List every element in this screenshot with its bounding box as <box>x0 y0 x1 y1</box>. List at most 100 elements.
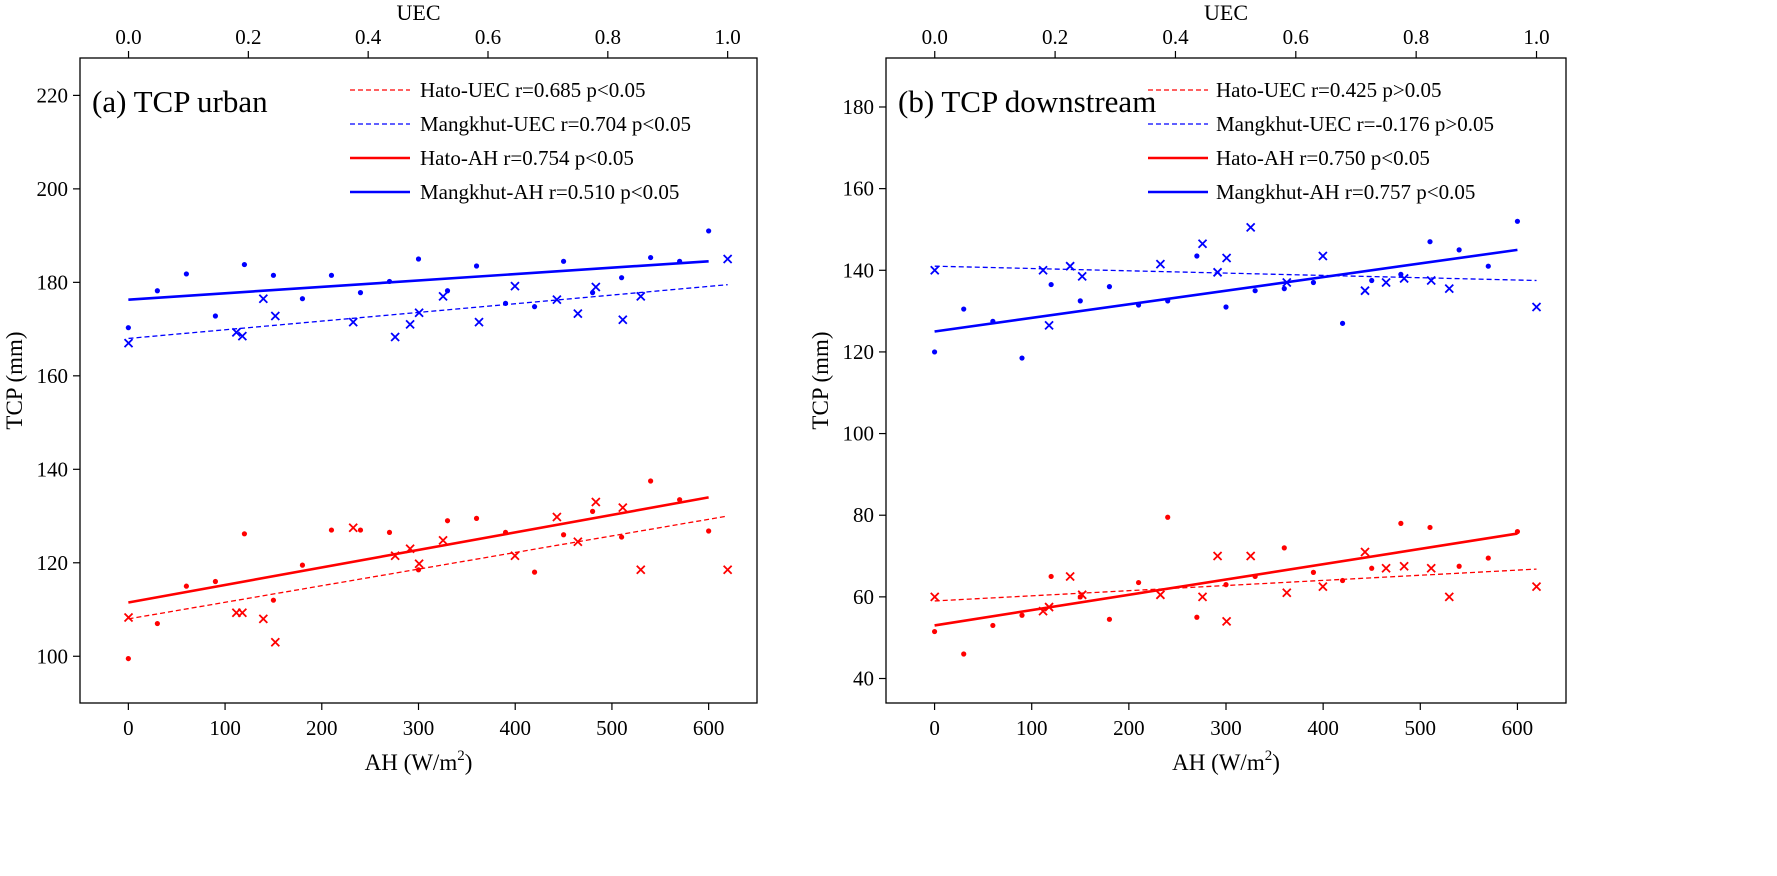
data-point-cross <box>618 315 628 325</box>
data-point-cross <box>123 612 134 623</box>
data-point <box>415 256 422 262</box>
data-point <box>1252 288 1258 294</box>
data-point <box>1514 528 1521 535</box>
x-tick-label: 0 <box>123 716 134 740</box>
legend-label: Hato-UEC r=0.685 p<0.05 <box>420 78 646 102</box>
top-x-tick-label: 0.6 <box>475 25 501 49</box>
x-axis-label-main: AH (W/m <box>1172 750 1265 775</box>
data-point <box>1339 577 1346 584</box>
data-point <box>931 349 938 355</box>
data-point-cross <box>405 319 415 330</box>
data-point <box>1369 277 1375 284</box>
x-axis-label-close: ) <box>465 750 473 775</box>
data-point-cross <box>1044 602 1054 612</box>
data-point-cross <box>123 338 134 348</box>
x-tick-label: 200 <box>306 716 338 740</box>
data-point <box>1048 281 1054 288</box>
data-point <box>473 263 480 269</box>
data-point <box>270 597 277 603</box>
data-point <box>473 515 480 521</box>
top-x-tick-label: 0.2 <box>1042 25 1068 49</box>
panel-b: 0 100 200 300 400 500 600 40 60 80 100 120 140 160 180… <box>808 0 1567 775</box>
data-point <box>357 527 364 533</box>
fit-line <box>934 568 1537 602</box>
y-axis-label: TCP (mm) <box>2 331 27 429</box>
data-point-cross <box>1197 592 1208 602</box>
data-point-cross <box>1282 277 1292 288</box>
data-point <box>154 620 160 627</box>
data-point-cross <box>1077 271 1087 282</box>
data-point-cross <box>723 254 733 264</box>
data-point-cross <box>348 523 358 533</box>
legend-label: Mangkhut-AH r=0.757 p<0.05 <box>1216 180 1475 204</box>
data-point-cross <box>1399 273 1409 284</box>
data-point <box>1281 545 1287 551</box>
y-axis-label: TCP (mm) <box>808 331 833 429</box>
data-point-cross <box>414 308 424 318</box>
data-point-cross <box>1197 239 1208 249</box>
data-point <box>560 532 567 538</box>
data-point-cross <box>1246 551 1256 561</box>
fit-line <box>934 265 1537 282</box>
y-tick-label: 100 <box>37 644 69 668</box>
data-point <box>961 651 967 657</box>
data-point <box>1223 304 1229 310</box>
data-point-cross <box>1246 222 1256 233</box>
top-x-tick-label: 0.6 <box>1283 25 1309 49</box>
data-point <box>1485 555 1491 561</box>
y-tick-label: 120 <box>843 340 875 364</box>
data-point-cross <box>1038 265 1048 275</box>
y-tick-label: 100 <box>843 422 875 446</box>
legend-label: Hato-UEC r=0.425 p>0.05 <box>1216 78 1442 102</box>
data-point <box>212 578 218 585</box>
data-point <box>990 622 996 629</box>
data-point <box>444 518 451 524</box>
y-tick-label: 200 <box>37 177 69 201</box>
x-tick-label: 200 <box>1113 716 1145 740</box>
data-point <box>386 278 393 285</box>
data-point <box>1398 520 1404 526</box>
data-point <box>1106 616 1113 622</box>
x-axis-label: AH (W/m2) <box>365 748 473 775</box>
data-point <box>241 261 248 268</box>
data-point-cross <box>1038 606 1048 616</box>
y-tick-label: 180 <box>843 95 875 119</box>
data-point-cross <box>1065 571 1075 582</box>
data-point-cross <box>552 295 562 305</box>
data-point <box>677 497 683 503</box>
data-point-cross <box>474 317 484 327</box>
data-point <box>1019 355 1025 361</box>
data-point-cross <box>618 502 628 513</box>
data-point <box>706 528 712 534</box>
data-point <box>1310 279 1317 286</box>
top-x-tick-label: 0.0 <box>115 25 141 49</box>
data-point-cross <box>636 291 646 302</box>
data-point-cross <box>573 537 583 547</box>
data-point-cross <box>258 614 268 624</box>
data-point <box>183 271 189 277</box>
panel-title: (b) TCP downstream <box>898 84 1156 119</box>
top-x-tick-label: 0.2 <box>235 25 261 49</box>
data-point <box>531 569 538 575</box>
data-point <box>328 527 335 533</box>
x-tick-label: 600 <box>1502 716 1534 740</box>
data-point-cross <box>1531 302 1542 312</box>
data-point-cross <box>1360 547 1370 557</box>
data-point-cross <box>1444 284 1454 294</box>
y-tick-label: 140 <box>37 457 69 481</box>
x-axis-label: AH (W/m2) <box>1172 748 1280 775</box>
x-tick-label: 0 <box>929 716 940 740</box>
data-point-cross <box>573 309 583 319</box>
data-point-cross <box>1077 590 1087 600</box>
data-point-cross <box>1444 592 1454 602</box>
data-point <box>1048 573 1054 580</box>
data-point <box>1514 218 1521 224</box>
y-tick-label: 160 <box>37 364 69 388</box>
data-point <box>1456 563 1462 569</box>
data-point-cross <box>1426 275 1436 286</box>
data-point <box>961 306 967 312</box>
data-point <box>1456 247 1462 253</box>
data-point-cross <box>1155 259 1166 269</box>
data-point <box>648 478 654 484</box>
data-point-cross <box>1221 616 1232 626</box>
